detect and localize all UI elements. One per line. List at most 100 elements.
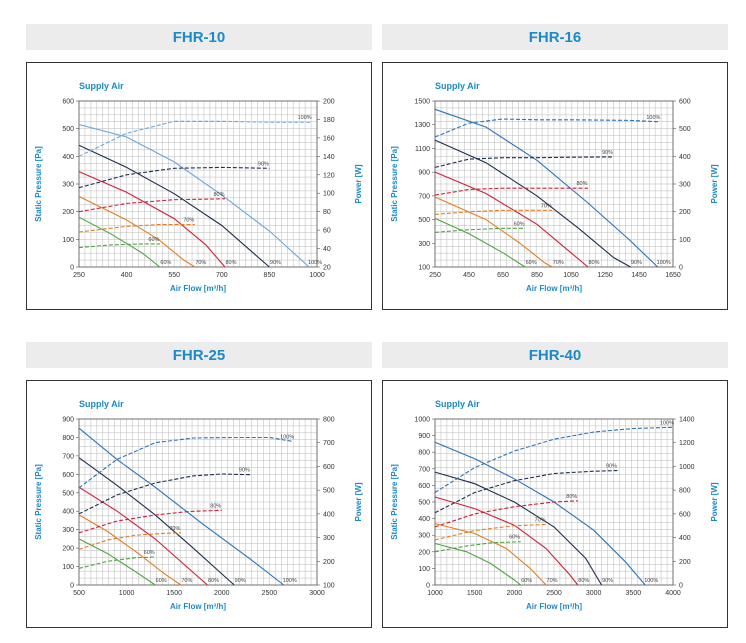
series-label: 80% [576, 181, 587, 187]
pressure-curve-90pct [434, 139, 631, 268]
series-label: 80% [210, 503, 221, 509]
y2-tick-label: 300 [679, 182, 691, 189]
x-tick-label: 3000 [586, 590, 602, 597]
y2-tick-label: 500 [323, 488, 335, 495]
power-curve-70pct [78, 532, 181, 550]
chart-panel-fhr-40: Supply Air 1000 1500 2000 2500 3000 3500 4000 0 1… [382, 380, 728, 628]
y2-tick-label: 500 [679, 126, 691, 133]
pressure-curve-80pct [78, 486, 208, 586]
series-label: 90% [239, 468, 250, 474]
chart-subtitle: Supply Air [79, 399, 124, 409]
y-tick-label: 700 [418, 193, 430, 200]
series-label: 70% [535, 518, 546, 524]
series-label: 70% [181, 578, 192, 584]
y-tick-label: 200 [62, 209, 74, 216]
series-label: 100% [308, 260, 322, 266]
grid [434, 100, 674, 268]
x-tick-label: 3500 [626, 590, 642, 597]
y2-tick-label: 180 [323, 117, 335, 124]
power-curve-70pct [78, 224, 195, 233]
series-label: 70% [169, 526, 180, 532]
pressure-curve-60pct [434, 542, 522, 586]
series-label: 60% [521, 578, 532, 584]
y-tick-label: 200 [62, 546, 74, 553]
y2-tick-label: 1200 [679, 440, 695, 447]
power-curve-70pct [434, 209, 553, 215]
x-tick-label: 850 [531, 272, 543, 279]
chart-title-fhr-10: FHR-10 [26, 24, 372, 50]
chart-subtitle: Supply Air [435, 399, 480, 409]
y-tick-label: 500 [62, 490, 74, 497]
series-label: 60% [156, 578, 167, 584]
x-tick-label: 1500 [467, 590, 483, 597]
y-tick-label: 100 [62, 564, 74, 571]
x-tick-label: 1000 [119, 590, 135, 597]
series-label: 80% [213, 192, 224, 198]
y-tick-label: 400 [418, 516, 430, 523]
y-tick-label: 800 [62, 435, 74, 442]
x-tick-label: 1000 [309, 272, 325, 279]
y-tick-label: 0 [70, 265, 74, 272]
y-tick-label: 300 [418, 241, 430, 248]
series-label: 70% [195, 260, 206, 266]
pressure-curve-90pct [78, 457, 235, 586]
chart-subtitle: Supply Air [79, 81, 124, 91]
series-label: 60% [148, 237, 159, 243]
y-tick-label: 400 [62, 509, 74, 516]
x-tick-label: 3000 [309, 590, 325, 597]
chart-fhr-16: Supply Air 250 450 650 850 1050 1250 1450 1650 10… [390, 81, 719, 293]
series-label: 100% [283, 578, 297, 584]
y-tick-label: 1100 [415, 146, 430, 153]
y2-tick-label: 200 [323, 99, 335, 106]
x-tick-label: 1500 [166, 590, 182, 597]
y2-tick-label: 600 [679, 99, 691, 106]
series-label: 90% [602, 578, 613, 584]
power-curve-70pct [434, 523, 547, 541]
x-tick-label: 4000 [665, 590, 681, 597]
y-tick-label: 300 [418, 533, 430, 540]
x-tick-label: 450 [463, 272, 475, 279]
power-curve-100pct [78, 120, 311, 157]
y2-axis-label: Power [W] [354, 164, 363, 203]
pressure-curve-70pct [434, 523, 547, 586]
y-tick-label: 800 [418, 450, 430, 457]
y2-tick-label: 40 [323, 246, 331, 253]
series-label: 100% [646, 115, 660, 121]
chart-panel-fhr-16: Supply Air 250 450 650 850 1050 1250 1450 1650 10… [382, 62, 728, 310]
y2-tick-label: 200 [679, 559, 691, 566]
series-label: 90% [631, 260, 642, 266]
y2-axis-label: Power [W] [710, 164, 719, 203]
power-curve-80pct [434, 500, 578, 528]
y-tick-label: 700 [418, 466, 430, 473]
grid [78, 100, 318, 268]
y2-tick-label: 1400 [679, 417, 695, 424]
power-curve-60pct [78, 556, 156, 569]
y-tick-label: 300 [62, 527, 74, 534]
series-label: 100% [298, 115, 312, 121]
y2-tick-label: 400 [679, 154, 691, 161]
pressure-curve-60pct [434, 217, 526, 268]
pressure-curve-90pct [78, 144, 270, 268]
y2-tick-label: 0 [679, 583, 683, 590]
power-curve-80pct [78, 198, 226, 213]
chart-title-fhr-25: FHR-25 [26, 342, 372, 368]
power-curve-60pct [434, 227, 526, 233]
x-tick-label: 700 [216, 272, 228, 279]
series-label: 100% [644, 578, 658, 584]
x-tick-label: 2000 [507, 590, 523, 597]
y-tick-label: 100 [418, 566, 430, 573]
y2-tick-label: 600 [323, 464, 335, 471]
y-tick-label: 900 [418, 170, 430, 177]
y2-tick-label: 800 [679, 488, 691, 495]
series-label: 100% [280, 435, 294, 441]
series-label: 90% [235, 578, 246, 584]
chart-subtitle: Supply Air [435, 81, 480, 91]
power-curve-100pct [434, 426, 674, 493]
pressure-curve-100pct [434, 108, 659, 268]
series-label: 90% [258, 161, 269, 167]
y-axis-label: Static Pressure [Pa] [390, 146, 399, 222]
series-label: 80% [566, 494, 577, 500]
power-curve-100pct [434, 118, 660, 138]
series-label: 60% [514, 221, 525, 227]
pressure-curve-80pct [434, 171, 589, 268]
